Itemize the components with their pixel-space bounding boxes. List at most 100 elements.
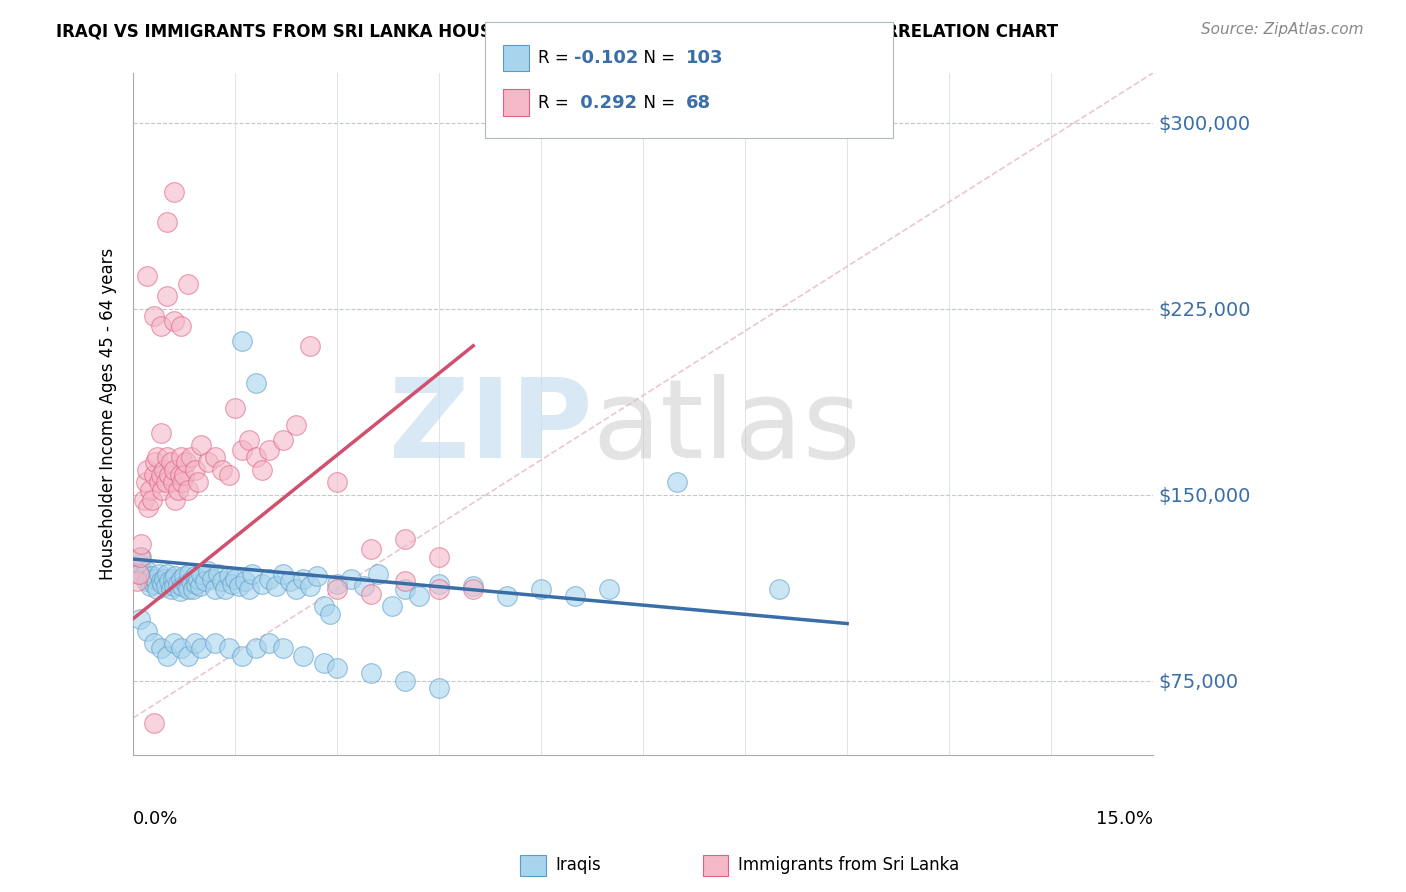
Point <box>146 450 169 465</box>
Point <box>188 579 211 593</box>
Point <box>252 463 274 477</box>
Point <box>170 450 193 465</box>
Point <box>231 442 253 457</box>
Point <box>353 579 375 593</box>
Point <box>143 455 166 469</box>
Point <box>135 574 157 589</box>
Point <box>157 467 180 482</box>
Point <box>142 715 165 730</box>
Point <box>131 537 153 551</box>
Point <box>139 579 162 593</box>
Point <box>183 636 205 650</box>
Point <box>150 483 173 497</box>
Text: 15.0%: 15.0% <box>1097 810 1153 828</box>
Point <box>153 463 176 477</box>
Point <box>157 574 180 589</box>
Point <box>148 475 170 490</box>
Point <box>197 565 219 579</box>
Point <box>142 467 165 482</box>
Point <box>136 572 159 586</box>
Point <box>125 562 148 576</box>
Point <box>177 582 200 596</box>
Point <box>159 582 181 596</box>
Text: R =: R = <box>538 49 575 67</box>
Point <box>129 557 152 571</box>
Point <box>271 566 294 581</box>
Point <box>184 577 207 591</box>
Text: R =: R = <box>538 94 575 112</box>
Point <box>228 579 250 593</box>
Point <box>162 475 184 490</box>
Point <box>292 648 315 663</box>
Point <box>180 574 202 589</box>
Point <box>245 376 267 390</box>
Point <box>136 500 159 514</box>
Point <box>136 463 159 477</box>
Point <box>176 455 198 469</box>
Point <box>183 569 205 583</box>
Text: -0.102: -0.102 <box>574 49 638 67</box>
Point <box>224 401 246 415</box>
Point <box>136 624 159 638</box>
Point <box>149 425 172 440</box>
Point <box>142 577 165 591</box>
Point <box>183 463 205 477</box>
Point <box>149 574 172 589</box>
Point <box>180 450 202 465</box>
Point <box>190 438 212 452</box>
Point <box>128 566 150 581</box>
Point <box>299 339 322 353</box>
Point <box>129 549 152 564</box>
Point <box>211 463 233 477</box>
Point <box>146 582 169 596</box>
Point <box>136 565 159 579</box>
Point <box>463 579 485 593</box>
Point <box>768 582 790 596</box>
Text: ZIP: ZIP <box>389 374 592 481</box>
Point <box>170 318 193 333</box>
Point <box>155 475 177 490</box>
Point <box>187 572 209 586</box>
Point <box>240 566 263 581</box>
Point <box>285 418 308 433</box>
Point <box>197 455 219 469</box>
Point <box>166 483 188 497</box>
Point <box>170 641 193 656</box>
Y-axis label: Householder Income Ages 45 - 64 years: Householder Income Ages 45 - 64 years <box>100 248 117 580</box>
Point <box>163 636 186 650</box>
Point <box>129 611 152 625</box>
Point <box>564 589 586 603</box>
Point <box>136 269 159 284</box>
Text: 0.292: 0.292 <box>574 94 637 112</box>
Point <box>156 215 179 229</box>
Point <box>125 574 148 589</box>
Point <box>156 450 179 465</box>
Point <box>204 636 226 650</box>
Point <box>427 549 450 564</box>
Point <box>200 572 222 586</box>
Point <box>149 641 172 656</box>
Point <box>156 648 179 663</box>
Point <box>427 582 450 596</box>
Point <box>177 483 200 497</box>
Point <box>132 566 155 581</box>
Point <box>221 577 243 591</box>
Point <box>131 549 153 564</box>
Point <box>172 475 194 490</box>
Point <box>194 574 217 589</box>
Point <box>163 314 186 328</box>
Point <box>394 582 416 596</box>
Point <box>155 579 177 593</box>
Point <box>142 636 165 650</box>
Point <box>271 433 294 447</box>
Point <box>463 582 485 596</box>
Point <box>128 566 150 581</box>
Point <box>235 574 257 589</box>
Point <box>367 566 389 581</box>
Point <box>598 582 620 596</box>
Point <box>177 566 200 581</box>
Point <box>172 579 194 593</box>
Point <box>163 463 186 477</box>
Point <box>142 309 165 323</box>
Point <box>218 467 240 482</box>
